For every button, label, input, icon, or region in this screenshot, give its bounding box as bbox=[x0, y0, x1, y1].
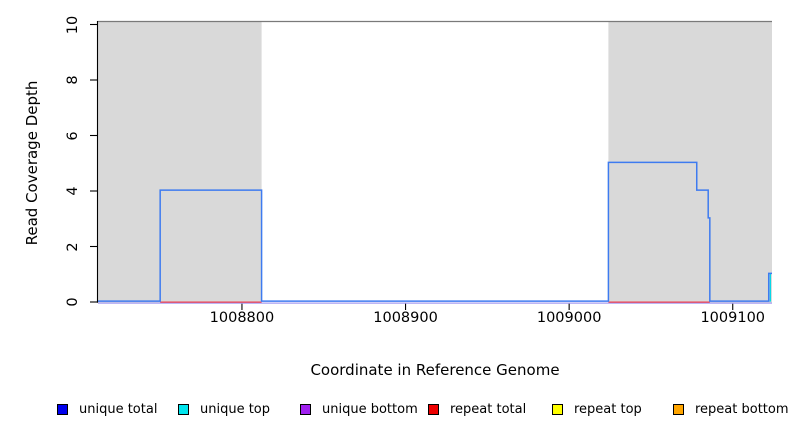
x-tick-label: 1008800 bbox=[209, 310, 275, 326]
legend-label: repeat top bbox=[574, 401, 642, 417]
legend-swatch-icon bbox=[300, 403, 311, 415]
x-tick-label: 1009100 bbox=[700, 310, 766, 326]
y-tick-label: 8 bbox=[65, 75, 81, 85]
legend-swatch-icon bbox=[552, 403, 563, 415]
legend-label: unique bottom bbox=[322, 401, 418, 417]
legend-swatch-icon bbox=[57, 403, 68, 415]
legend-label: repeat bottom bbox=[695, 401, 789, 417]
x-axis-title: Coordinate in Reference Genome bbox=[310, 361, 560, 379]
y-tick-label: 0 bbox=[65, 297, 81, 307]
legend-item: unique bottom bbox=[300, 401, 418, 417]
x-tick-label: 1008900 bbox=[373, 310, 438, 326]
y-tick-label: 4 bbox=[65, 186, 81, 196]
legend-item: repeat top bbox=[552, 401, 642, 417]
legend-label: unique top bbox=[200, 401, 271, 417]
legend-item: repeat bottom bbox=[673, 401, 789, 417]
y-tick-label: 10 bbox=[65, 15, 81, 34]
legend-item: repeat total bbox=[428, 401, 526, 417]
legend-item: unique top bbox=[178, 401, 270, 417]
legend-swatch-icon bbox=[428, 403, 439, 415]
series-unique-total-line bbox=[98, 161, 772, 302]
x-tick-label: 1009000 bbox=[536, 310, 602, 326]
legend-label: unique total bbox=[79, 401, 158, 417]
legend: unique total unique top unique bottom repea… bbox=[0, 401, 792, 419]
legend-swatch-icon bbox=[673, 403, 684, 415]
legend-item: unique total bbox=[57, 401, 157, 417]
legend-label: repeat total bbox=[450, 401, 527, 417]
y-tick-label: 6 bbox=[65, 130, 81, 141]
legend-swatch-icon bbox=[178, 403, 189, 415]
repeat-region-left bbox=[98, 21, 262, 303]
y-axis-title: Read Coverage Depth bbox=[23, 80, 41, 246]
y-tick-label: 2 bbox=[65, 241, 81, 252]
